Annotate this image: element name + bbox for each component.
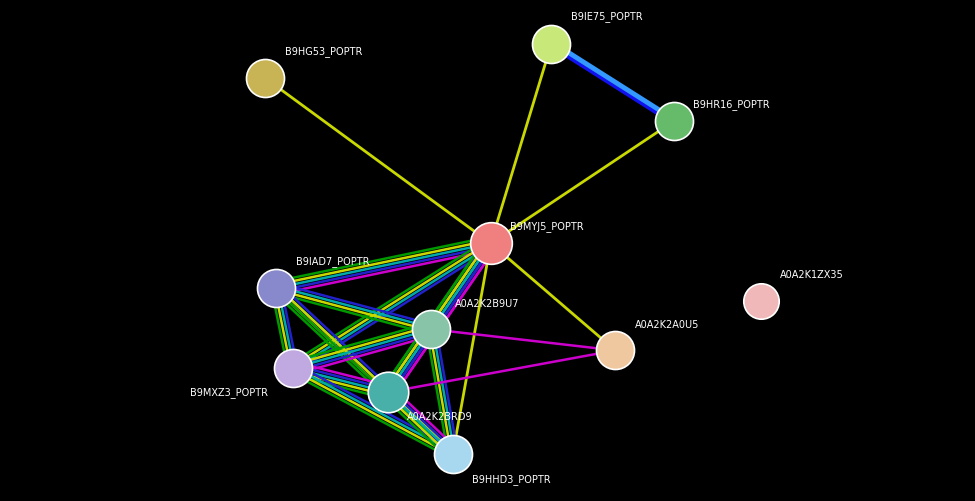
Text: B9HR16_POPTR: B9HR16_POPTR [693, 99, 770, 110]
Text: B9MYJ5_POPTR: B9MYJ5_POPTR [510, 220, 584, 231]
Text: B9IAD7_POPTR: B9IAD7_POPTR [295, 255, 370, 266]
Point [445, 450, 460, 458]
Point [483, 240, 498, 248]
Text: B9HHD3_POPTR: B9HHD3_POPTR [472, 473, 551, 484]
Text: A0A2K1ZX35: A0A2K1ZX35 [780, 270, 843, 280]
Text: A0A2K2A0U5: A0A2K2A0U5 [635, 320, 699, 330]
Text: A0A2K2BRD9: A0A2K2BRD9 [408, 411, 473, 421]
Point [607, 347, 623, 355]
Text: A0A2K2B9U7: A0A2K2B9U7 [455, 299, 520, 309]
Point [544, 41, 560, 49]
Text: B9IE75_POPTR: B9IE75_POPTR [571, 12, 643, 22]
Point [753, 298, 768, 306]
Point [380, 388, 396, 396]
Point [268, 285, 284, 293]
Point [257, 75, 273, 83]
Text: B9HG53_POPTR: B9HG53_POPTR [285, 46, 363, 57]
Point [666, 118, 682, 126]
Point [285, 365, 300, 373]
Text: B9MXZ3_POPTR: B9MXZ3_POPTR [189, 387, 267, 397]
Point [423, 326, 439, 334]
